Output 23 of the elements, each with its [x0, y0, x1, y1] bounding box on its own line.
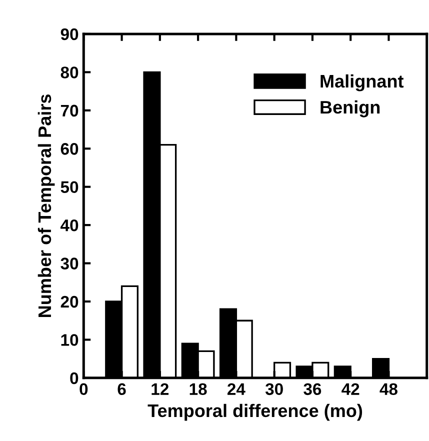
- x-tick-label: 42: [342, 383, 360, 395]
- y-tick-label: 10: [61, 334, 78, 346]
- y-axis-title: Number of Temporal Pairs: [38, 94, 55, 317]
- x-tick-label: 6: [118, 383, 126, 396]
- x-tick-label: 36: [304, 383, 322, 396]
- y-tick-label: 30: [60, 258, 78, 270]
- x-tick-label: 0: [80, 383, 88, 396]
- y-tick-label: 70: [60, 104, 78, 117]
- legend-label: Malignant: [320, 74, 404, 92]
- y-tick-label: 60: [60, 143, 78, 155]
- x-tick-label: 24: [228, 383, 246, 395]
- y-tick-label: 0: [70, 372, 78, 384]
- legend-label: Benign: [320, 100, 380, 118]
- x-tick-label: 12: [152, 383, 169, 395]
- y-tick-label: 40: [60, 219, 78, 232]
- x-tick-label: 30: [265, 383, 283, 396]
- x-tick-label: 18: [190, 383, 207, 396]
- y-tick-label: 20: [60, 296, 78, 308]
- y-tick-label: 80: [60, 66, 78, 78]
- y-tick-label: 90: [60, 28, 78, 40]
- x-tick-label: 48: [380, 383, 398, 396]
- y-tick-label: 50: [60, 181, 78, 194]
- x-axis-title: Temporal difference (mo): [148, 404, 362, 421]
